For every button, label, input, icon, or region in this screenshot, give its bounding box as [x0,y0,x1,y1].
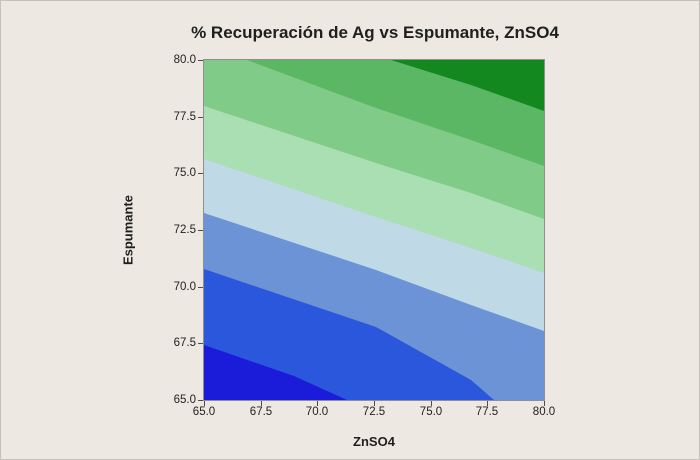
x-tick-mark [431,401,432,406]
y-tick-label: 72.5 [173,224,196,236]
plot-area: 65.0 67.5 70.0 72.5 75.0 77.5 80.0 80.0 77.5 75.… [174,54,556,418]
y-axis-title: Espumante [120,194,136,266]
y-tick-mark [198,230,203,231]
band-7-medium-green [247,60,544,166]
chart-title: % Recuperación de Ag vs Espumante, ZnSO4 [191,23,559,42]
contour-bands [204,60,544,400]
y-tick-mark [198,60,203,61]
y-tick-label: 75.0 [173,167,196,179]
y-tick-label: 67.5 [173,337,196,349]
y-tick-mark [198,287,203,288]
x-tick-mark [487,401,488,406]
x-tick-mark [317,401,318,406]
x-tick-mark [204,401,205,406]
y-tick-mark [198,400,203,401]
y-tick-label: 80.0 [173,54,196,66]
x-tick-label: 77.5 [475,406,499,418]
y-tick-label: 70.0 [173,281,196,293]
x-tick-mark [261,401,262,406]
x-tick-label: 70.0 [305,406,329,418]
y-tick-label: 65.0 [173,394,196,406]
x-axis-title: ZnSO4 [353,434,395,449]
x-tick-label: 80.0 [532,406,556,418]
x-tick-label: 75.0 [419,406,443,418]
x-tick-mark [374,401,375,406]
x-tick-label: 65.0 [192,406,216,418]
x-tick-mark [544,401,545,406]
x-tick-label: 72.5 [362,406,386,418]
y-tick-mark [198,343,203,344]
x-tick-label: 67.5 [249,406,273,418]
y-tick-mark [198,117,203,118]
y-tick-label: 77.5 [173,111,196,123]
band-8-dark-green [391,60,544,111]
y-tick-mark [198,173,203,174]
